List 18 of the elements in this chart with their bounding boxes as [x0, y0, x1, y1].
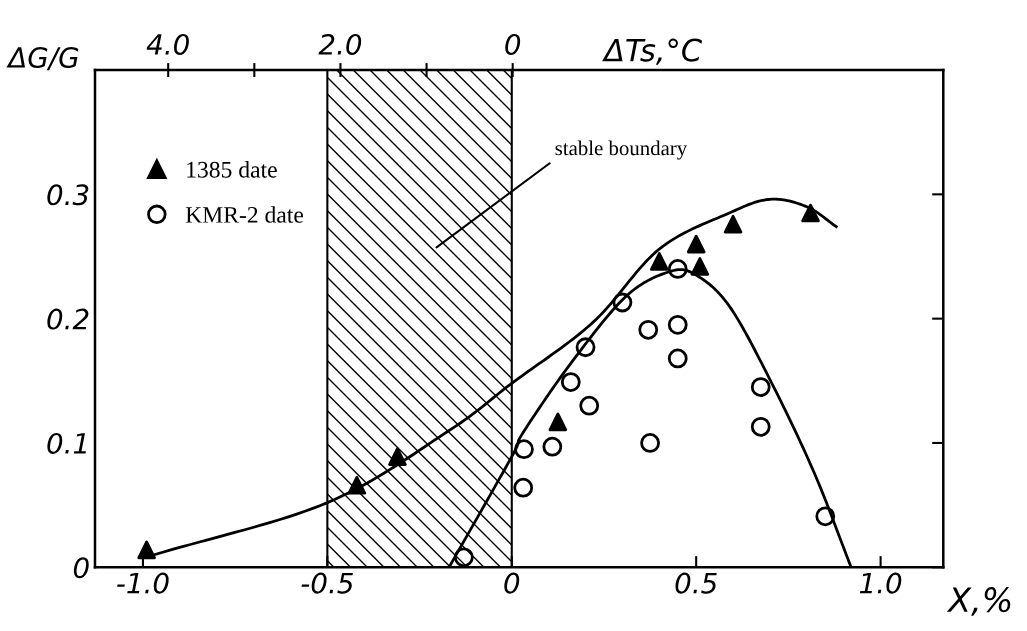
legend-label: 1385 date: [187, 161, 277, 178]
x-tick-label: -1.0: [117, 572, 169, 594]
x-tick-label: 0.5: [675, 572, 717, 594]
x2-tick-label: 4.0: [146, 33, 189, 55]
x-tick-label: -0.5: [301, 572, 353, 594]
legend-label: KMR-2 date: [185, 206, 304, 223]
y-tick-label: 0.2: [47, 308, 89, 330]
x-tick-label: 1.0: [859, 572, 902, 594]
annotation: stable boundary: [555, 140, 688, 160]
y-tick-label: 0.1: [47, 432, 86, 454]
x-axis-title: X,%: [946, 587, 1011, 616]
y-tick-label: 0.3: [47, 184, 89, 206]
x-tick-label: 0: [504, 572, 520, 594]
y-axis-title: ΔG/G: [6, 46, 79, 71]
y-tick-label: 0: [73, 557, 89, 579]
x2-tick-label: 2.0: [318, 33, 362, 55]
x2-tick-label: 0: [505, 33, 521, 55]
x2-axis-title: ΔTs,°C: [602, 38, 703, 65]
